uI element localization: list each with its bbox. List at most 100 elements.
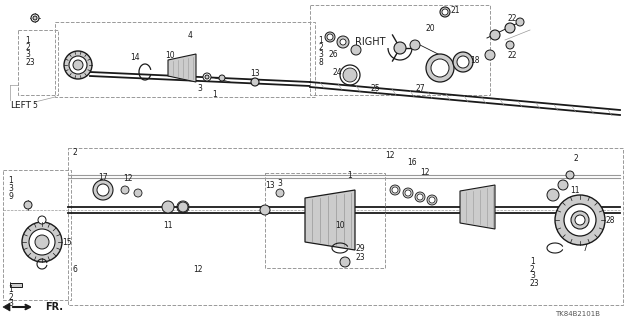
Text: 13: 13: [265, 180, 275, 189]
Polygon shape: [3, 303, 10, 311]
Circle shape: [427, 195, 437, 205]
Text: 2: 2: [72, 148, 77, 156]
Circle shape: [490, 30, 500, 40]
Text: 22: 22: [507, 51, 516, 60]
Polygon shape: [168, 54, 196, 82]
Text: 4: 4: [188, 30, 193, 39]
Circle shape: [417, 194, 423, 200]
Circle shape: [431, 59, 449, 77]
Circle shape: [571, 211, 589, 229]
Text: 21: 21: [450, 5, 460, 14]
Circle shape: [564, 204, 596, 236]
Circle shape: [64, 51, 92, 79]
Circle shape: [516, 18, 524, 26]
Circle shape: [506, 41, 514, 49]
Circle shape: [178, 202, 188, 212]
Bar: [18, 30, 58, 95]
Circle shape: [73, 60, 83, 70]
Text: 10: 10: [165, 51, 175, 60]
Text: 20: 20: [425, 23, 435, 33]
Circle shape: [429, 197, 435, 203]
Circle shape: [575, 215, 585, 225]
Text: 14: 14: [130, 52, 140, 61]
Circle shape: [203, 73, 211, 81]
Text: 23: 23: [25, 58, 35, 67]
Bar: [310, 5, 490, 95]
Circle shape: [33, 16, 37, 20]
Circle shape: [415, 192, 425, 202]
Text: 3: 3: [318, 50, 323, 59]
Text: FR.: FR.: [45, 302, 63, 312]
Text: 12: 12: [193, 266, 203, 275]
Circle shape: [547, 189, 559, 201]
Polygon shape: [460, 185, 495, 229]
Circle shape: [555, 195, 605, 245]
Circle shape: [205, 75, 209, 79]
Circle shape: [337, 36, 349, 48]
Circle shape: [340, 39, 346, 45]
Circle shape: [162, 201, 174, 213]
Text: 3: 3: [8, 183, 13, 193]
Text: 18: 18: [470, 55, 480, 65]
Text: 2: 2: [8, 292, 13, 301]
Circle shape: [219, 75, 225, 81]
Text: TK84B2101B: TK84B2101B: [555, 311, 600, 317]
Circle shape: [442, 9, 448, 15]
Text: 22: 22: [507, 13, 516, 22]
Text: 13: 13: [250, 68, 260, 77]
Text: 17: 17: [98, 172, 108, 181]
Text: 5: 5: [33, 100, 37, 109]
Text: 23: 23: [530, 278, 540, 287]
Text: 12: 12: [420, 167, 429, 177]
Text: 15: 15: [62, 237, 72, 246]
Circle shape: [392, 187, 398, 193]
Circle shape: [403, 188, 413, 198]
Circle shape: [325, 32, 335, 42]
Text: 11: 11: [570, 186, 579, 195]
Text: 3: 3: [530, 271, 535, 281]
Circle shape: [38, 216, 46, 224]
Text: 3: 3: [25, 50, 30, 59]
Text: 1: 1: [25, 36, 29, 44]
Text: 2: 2: [530, 265, 535, 274]
Circle shape: [22, 222, 62, 262]
Circle shape: [276, 189, 284, 197]
Text: 2: 2: [318, 43, 323, 52]
Circle shape: [440, 7, 450, 17]
Circle shape: [35, 235, 49, 249]
Text: 23: 23: [355, 253, 365, 262]
Text: 8: 8: [318, 58, 323, 67]
Text: 9: 9: [8, 191, 13, 201]
Circle shape: [93, 180, 113, 200]
Text: LEFT: LEFT: [10, 100, 31, 109]
Circle shape: [394, 42, 406, 54]
Text: 6: 6: [72, 266, 77, 275]
Circle shape: [97, 184, 109, 196]
Text: 1: 1: [8, 175, 13, 185]
Text: 7: 7: [582, 244, 588, 252]
Text: 2: 2: [573, 154, 578, 163]
Text: 12: 12: [124, 173, 132, 182]
Text: 12: 12: [385, 150, 395, 159]
Text: 2: 2: [25, 43, 29, 52]
Text: 16: 16: [407, 157, 417, 166]
Circle shape: [69, 56, 87, 74]
Text: 1: 1: [318, 36, 323, 44]
Circle shape: [457, 56, 469, 68]
Circle shape: [29, 229, 55, 255]
Polygon shape: [10, 283, 22, 287]
Bar: [265, 173, 385, 268]
Circle shape: [134, 189, 142, 197]
Text: 1: 1: [530, 258, 535, 267]
Text: RIGHT: RIGHT: [355, 37, 385, 47]
Circle shape: [405, 190, 411, 196]
Text: 11: 11: [163, 220, 173, 229]
Text: 10: 10: [335, 220, 345, 229]
Text: 3: 3: [8, 300, 13, 308]
Text: 1: 1: [348, 171, 353, 180]
Polygon shape: [305, 190, 355, 250]
Text: 1: 1: [8, 285, 13, 294]
Text: 25: 25: [370, 84, 380, 92]
Circle shape: [327, 34, 333, 40]
Text: 27: 27: [415, 84, 425, 92]
